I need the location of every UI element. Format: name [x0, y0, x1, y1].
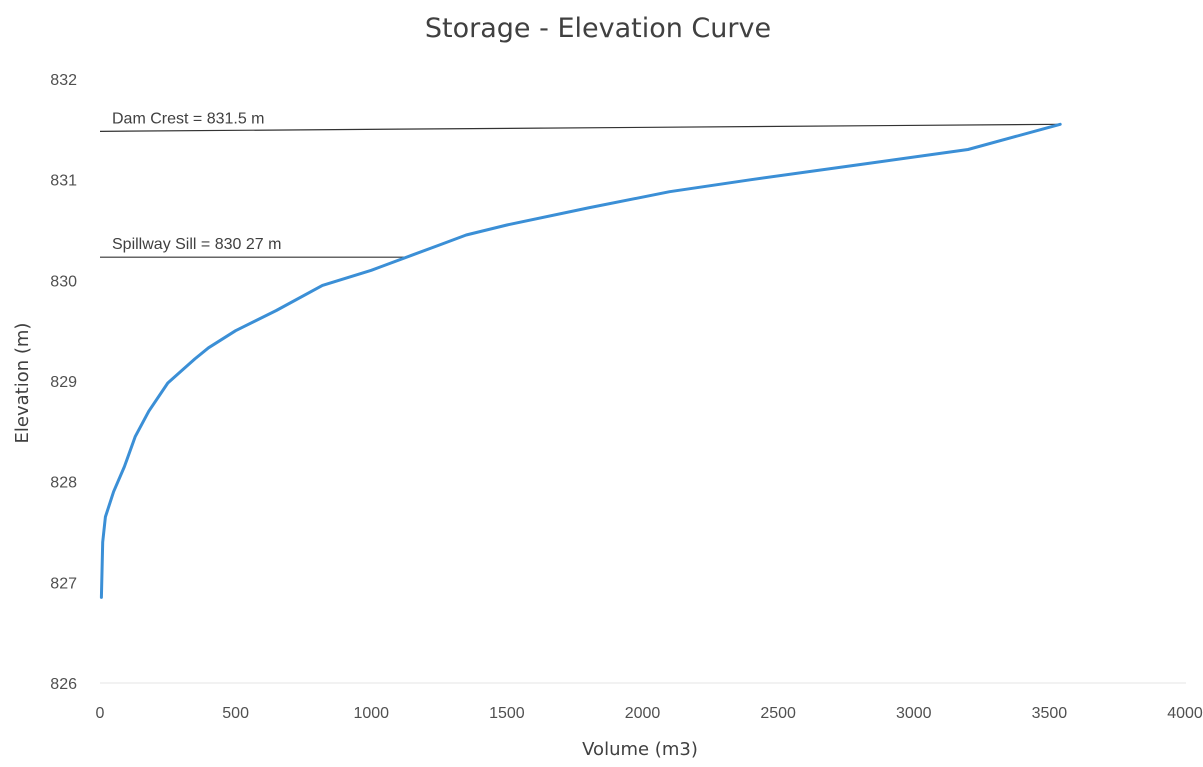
series [99, 122, 1062, 599]
annotation-line [99, 123, 1061, 132]
y-tick-label: 832 [50, 72, 77, 89]
x-tick-label: 1000 [353, 705, 389, 722]
annotation-label: Spillway Sill = 830 27 m [112, 236, 281, 253]
x-tick-label: 3500 [1032, 705, 1068, 722]
x-tick-labels: 0 500 1000 1500 2000 2500 3000 3500 4000 [96, 705, 1203, 722]
x-axis-label: Volume (m3) [582, 739, 698, 760]
x-tick-label: 0 [96, 705, 105, 722]
y-tick-labels: 826 827 828 829 830 831 832 [50, 72, 77, 693]
x-tick-label: 4000 [1167, 705, 1203, 722]
chart-title: Storage - Elevation Curve [425, 13, 771, 44]
x-tick-label: 1500 [489, 705, 525, 722]
y-tick-label: 828 [50, 475, 77, 492]
y-axis-label: Elevation (m) [12, 323, 33, 444]
y-tick-label: 826 [50, 676, 77, 693]
x-tick-label: 2000 [625, 705, 661, 722]
x-tick-label: 2500 [760, 705, 796, 722]
series-line [99, 122, 1062, 599]
x-tick-label: 3000 [896, 705, 932, 722]
annotations: Dam Crest = 831.5 m Spillway Sill = 830 2… [99, 110, 1061, 258]
annotation-label: Dam Crest = 831.5 m [112, 110, 265, 127]
y-tick-label: 830 [50, 273, 77, 290]
y-tick-label: 829 [50, 374, 77, 391]
y-tick-label: 827 [50, 575, 77, 592]
y-tick-label: 831 [50, 173, 77, 190]
x-tick-label: 500 [222, 705, 249, 722]
